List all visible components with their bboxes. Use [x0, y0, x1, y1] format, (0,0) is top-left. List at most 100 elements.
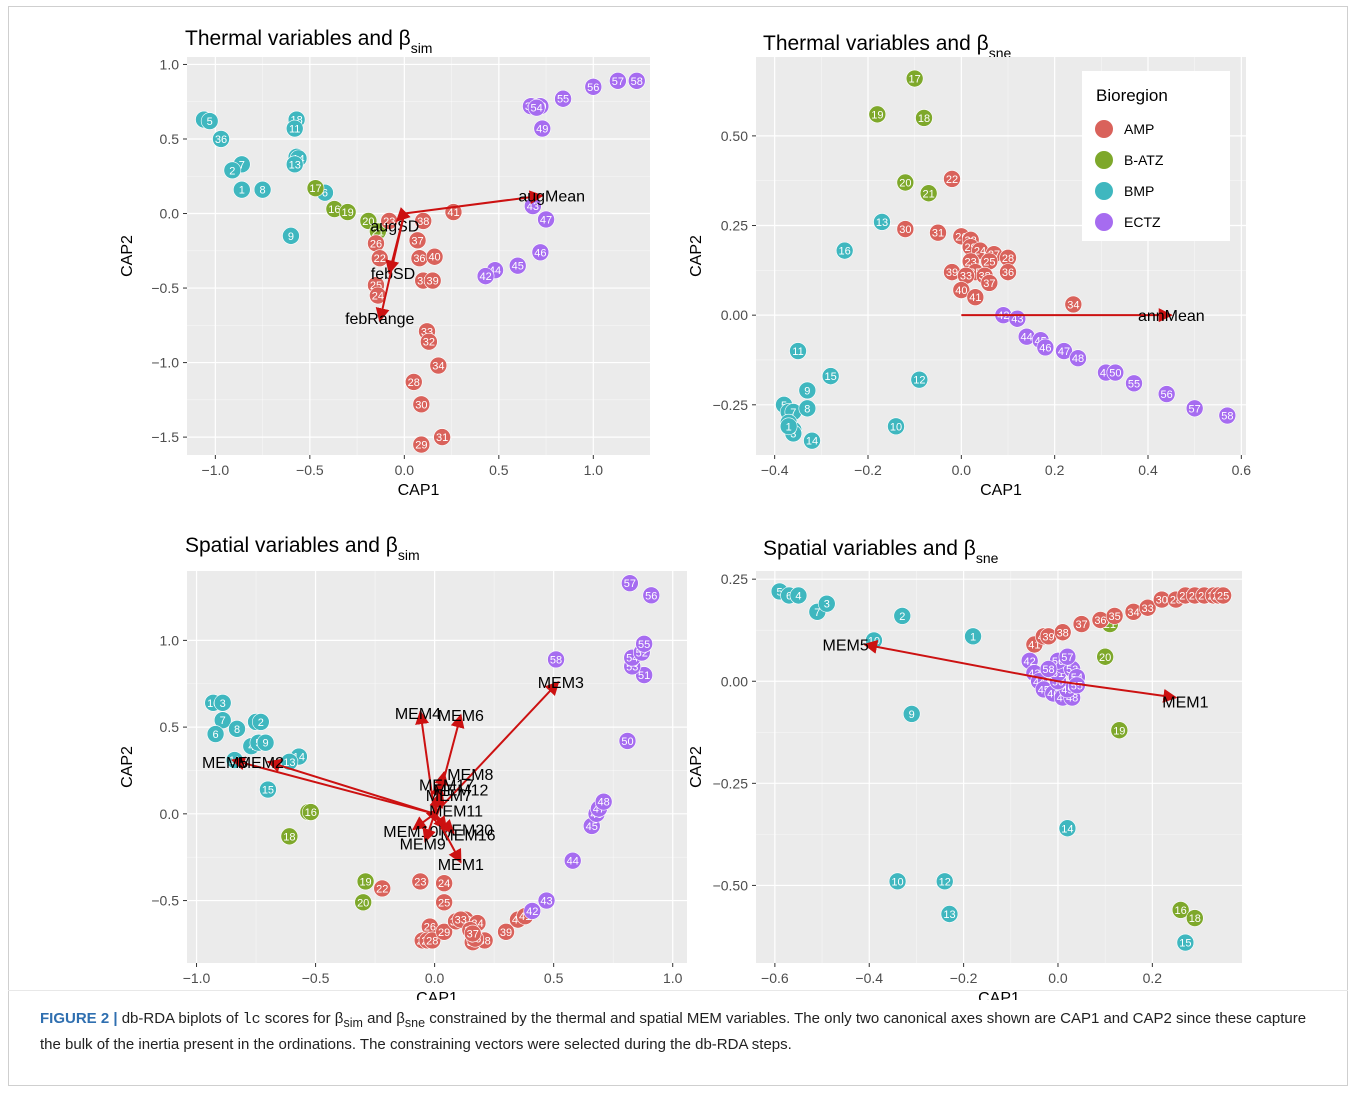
vector-label: MEM6	[438, 708, 484, 725]
data-point: 46	[531, 243, 550, 262]
point-label: 57	[1189, 403, 1201, 415]
point-marker	[779, 417, 798, 436]
point-marker	[1110, 721, 1129, 740]
data-point: 22	[943, 170, 961, 188]
tick-label-x: −0.2	[854, 462, 882, 478]
data-points: 4536721818111014139617161920212326222524…	[195, 72, 646, 454]
data-point: 1	[779, 417, 798, 436]
panel-thermal-sim: Thermal variables and βsim −1.0 −0.5 0.0 0.5…	[119, 27, 650, 499]
figure-caption: FIGURE 2 | db-RDA biplots of lc scores f…	[40, 1008, 1330, 1056]
data-point: 2	[893, 607, 912, 625]
point-label: 40	[428, 252, 440, 264]
point-label: 39	[946, 267, 958, 279]
vector-label: MEM3	[538, 675, 584, 692]
point-label: 9	[288, 231, 294, 243]
point-marker	[508, 256, 527, 275]
point-marker	[888, 872, 907, 891]
point-marker	[642, 586, 661, 605]
data-point: 12	[910, 370, 929, 389]
point-marker	[1069, 349, 1087, 367]
data-point: 30	[412, 395, 431, 414]
tick-label-y: 0.0	[160, 206, 180, 222]
tick-label-y: −0.25	[713, 397, 749, 413]
point-marker	[935, 872, 954, 891]
point-label: 30	[899, 224, 911, 236]
data-point: 48	[1069, 349, 1087, 367]
data-points: 1719182021223031263229242728232539353338…	[775, 69, 1237, 450]
point-label: 28	[408, 377, 420, 389]
point-label: 28	[1002, 253, 1014, 265]
vector-label: MEM5	[823, 638, 869, 655]
point-label: 22	[946, 174, 958, 186]
point-label: 46	[1039, 342, 1051, 354]
data-point: 8	[253, 180, 272, 199]
point-label: 17	[909, 74, 921, 86]
tick-label-y: 1.0	[160, 56, 180, 72]
point-label: 25	[438, 897, 450, 909]
caption-divider	[8, 990, 1348, 991]
chart-title-subscript: sne	[976, 550, 999, 566]
point-marker	[223, 161, 242, 180]
data-point: 18	[915, 109, 933, 127]
point-label: 19	[871, 109, 883, 121]
point-label: 7	[790, 407, 796, 419]
point-marker	[213, 711, 232, 729]
point-label: 19	[1113, 725, 1125, 737]
point-marker	[1214, 586, 1232, 605]
point-label: 30	[1156, 595, 1168, 607]
data-point: 47	[537, 210, 555, 229]
tick-label-x: −0.4	[855, 970, 883, 986]
point-marker	[635, 666, 653, 684]
tick-label-y: 0.50	[721, 128, 748, 144]
data-point: 36	[212, 130, 230, 148]
point-marker	[789, 342, 807, 360]
point-label: 19	[359, 876, 371, 888]
data-point: 8	[798, 399, 817, 418]
point-marker	[1039, 660, 1058, 678]
point-label: 45	[512, 261, 524, 273]
data-point: 58	[1039, 660, 1058, 678]
legend-swatch	[1095, 120, 1113, 138]
point-label: 5	[207, 116, 213, 128]
data-point: 3	[817, 594, 836, 613]
data-point: 9	[798, 381, 817, 400]
point-label: 41	[447, 207, 459, 219]
data-point: 20	[896, 173, 915, 192]
tick-label-x: 0.0	[952, 462, 972, 478]
legend-label: AMP	[1124, 121, 1154, 137]
data-point: 2	[223, 161, 242, 180]
tick-label-y: 1.0	[160, 632, 180, 648]
point-marker	[285, 155, 304, 174]
caption-text-d: constrained by the thermal and spatial M…	[40, 1010, 1307, 1053]
tick-label-y: −0.25	[713, 775, 749, 791]
point-label: 48	[598, 797, 610, 809]
point-marker	[1058, 647, 1077, 666]
point-label: 6	[786, 591, 792, 603]
figure-panels: Thermal variables and βsim −1.0 −0.5 0.0 0.5…	[119, 27, 1251, 1000]
point-label: 3	[824, 599, 830, 611]
point-label: 50	[621, 736, 633, 748]
data-point: 6	[206, 725, 225, 743]
point-label: 24	[372, 291, 384, 303]
data-point: 10	[887, 417, 905, 436]
point-marker	[433, 428, 451, 446]
data-point: 43	[537, 891, 556, 910]
point-label: 41	[1028, 640, 1040, 652]
constraint-vectors: augMean augSD febSD febRange	[345, 189, 585, 328]
data-point: 16	[325, 200, 344, 218]
data-point: 39	[943, 263, 961, 281]
vector-label: febSD	[371, 266, 415, 283]
data-point: 46	[1036, 338, 1055, 357]
data-point: 21	[919, 184, 938, 203]
vector-arrow	[230, 756, 435, 815]
point-label: 45	[586, 821, 598, 833]
point-marker	[420, 332, 438, 351]
tick-label-y: −1.5	[151, 429, 179, 445]
point-label: 39	[1042, 631, 1054, 643]
point-marker	[1053, 623, 1072, 642]
chart-title: Spatial variables and βsim	[185, 534, 420, 563]
point-marker	[435, 922, 453, 941]
data-point: 43	[1008, 309, 1027, 328]
point-marker	[1125, 374, 1143, 393]
